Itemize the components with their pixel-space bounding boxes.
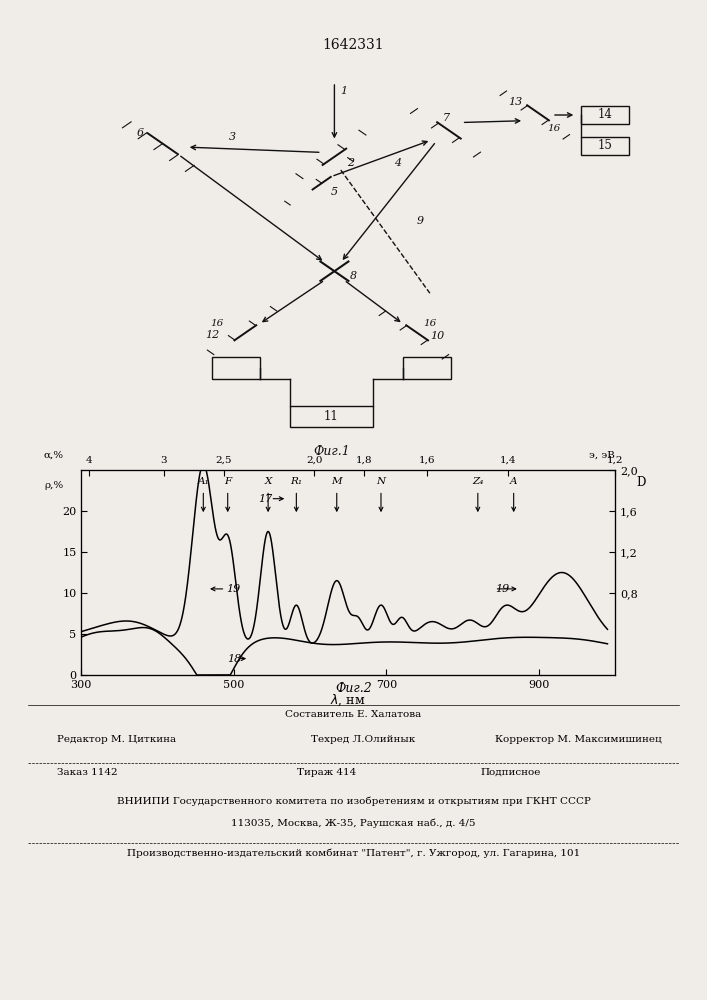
Text: 17: 17 bbox=[258, 494, 272, 504]
Text: α,%: α,% bbox=[44, 451, 64, 460]
Text: 12: 12 bbox=[205, 330, 219, 340]
Text: A₁: A₁ bbox=[197, 477, 209, 486]
Text: Редактор М. Циткина: Редактор М. Циткина bbox=[57, 735, 175, 744]
Text: 18: 18 bbox=[228, 654, 242, 664]
Text: F: F bbox=[224, 477, 231, 486]
Text: Фиг.2: Фиг.2 bbox=[335, 682, 372, 695]
Text: X: X bbox=[264, 477, 271, 486]
Text: R₁: R₁ bbox=[291, 477, 303, 486]
X-axis label: $\lambda$, нм: $\lambda$, нм bbox=[330, 693, 366, 708]
Text: 11: 11 bbox=[324, 410, 339, 423]
Bar bbox=[403, 357, 450, 379]
Text: ρ,%: ρ,% bbox=[44, 482, 63, 490]
Text: D: D bbox=[636, 476, 645, 489]
Text: Корректор М. Максимишинец: Корректор М. Максимишинец bbox=[495, 735, 662, 744]
Text: 19: 19 bbox=[496, 584, 510, 594]
Bar bbox=[212, 357, 259, 379]
Text: 2: 2 bbox=[346, 158, 354, 168]
Text: 15: 15 bbox=[597, 139, 612, 152]
Text: 16: 16 bbox=[547, 124, 561, 133]
Text: 113035, Москва, Ж-35, Раушская наб., д. 4/5: 113035, Москва, Ж-35, Раушская наб., д. … bbox=[231, 818, 476, 827]
Text: Фиг.1: Фиг.1 bbox=[313, 445, 349, 458]
Text: M: M bbox=[332, 477, 342, 486]
Text: 14: 14 bbox=[597, 108, 612, 121]
Text: Z₄: Z₄ bbox=[472, 477, 484, 486]
Text: 3: 3 bbox=[229, 132, 236, 142]
Text: 1: 1 bbox=[340, 86, 348, 96]
Text: 13: 13 bbox=[508, 97, 523, 107]
Text: A: A bbox=[510, 477, 518, 486]
Text: ВНИИПИ Государственного комитета по изобретениям и открытиям при ГКНТ СССР: ВНИИПИ Государственного комитета по изоб… bbox=[117, 796, 590, 806]
Text: 5: 5 bbox=[331, 187, 338, 197]
Text: 7: 7 bbox=[442, 113, 450, 123]
Text: N: N bbox=[376, 477, 385, 486]
Text: Тираж 414: Тираж 414 bbox=[297, 768, 356, 777]
Text: Составитель Е. Халатова: Составитель Е. Халатова bbox=[286, 710, 421, 719]
Text: 4: 4 bbox=[395, 158, 402, 168]
Bar bbox=[290, 406, 373, 427]
Text: Техред Л.Олийнык: Техред Л.Олийнык bbox=[311, 735, 415, 744]
Bar bbox=[581, 137, 629, 155]
Text: 1642331: 1642331 bbox=[322, 38, 385, 52]
Text: 19: 19 bbox=[226, 584, 240, 594]
Text: 10: 10 bbox=[431, 331, 445, 341]
Text: 16: 16 bbox=[423, 319, 436, 328]
Text: э, эВ: э, эВ bbox=[589, 451, 615, 460]
Bar bbox=[581, 106, 629, 124]
Text: Заказ 1142: Заказ 1142 bbox=[57, 768, 117, 777]
Text: 9: 9 bbox=[416, 216, 424, 226]
Text: Подписное: Подписное bbox=[481, 768, 541, 777]
Text: 8: 8 bbox=[350, 271, 357, 281]
Text: 6: 6 bbox=[136, 128, 144, 138]
Text: 16: 16 bbox=[210, 319, 223, 328]
Text: Производственно-издательский комбинат "Патент", г. Ужгород, ул. Гагарина, 101: Производственно-издательский комбинат "П… bbox=[127, 848, 580, 857]
